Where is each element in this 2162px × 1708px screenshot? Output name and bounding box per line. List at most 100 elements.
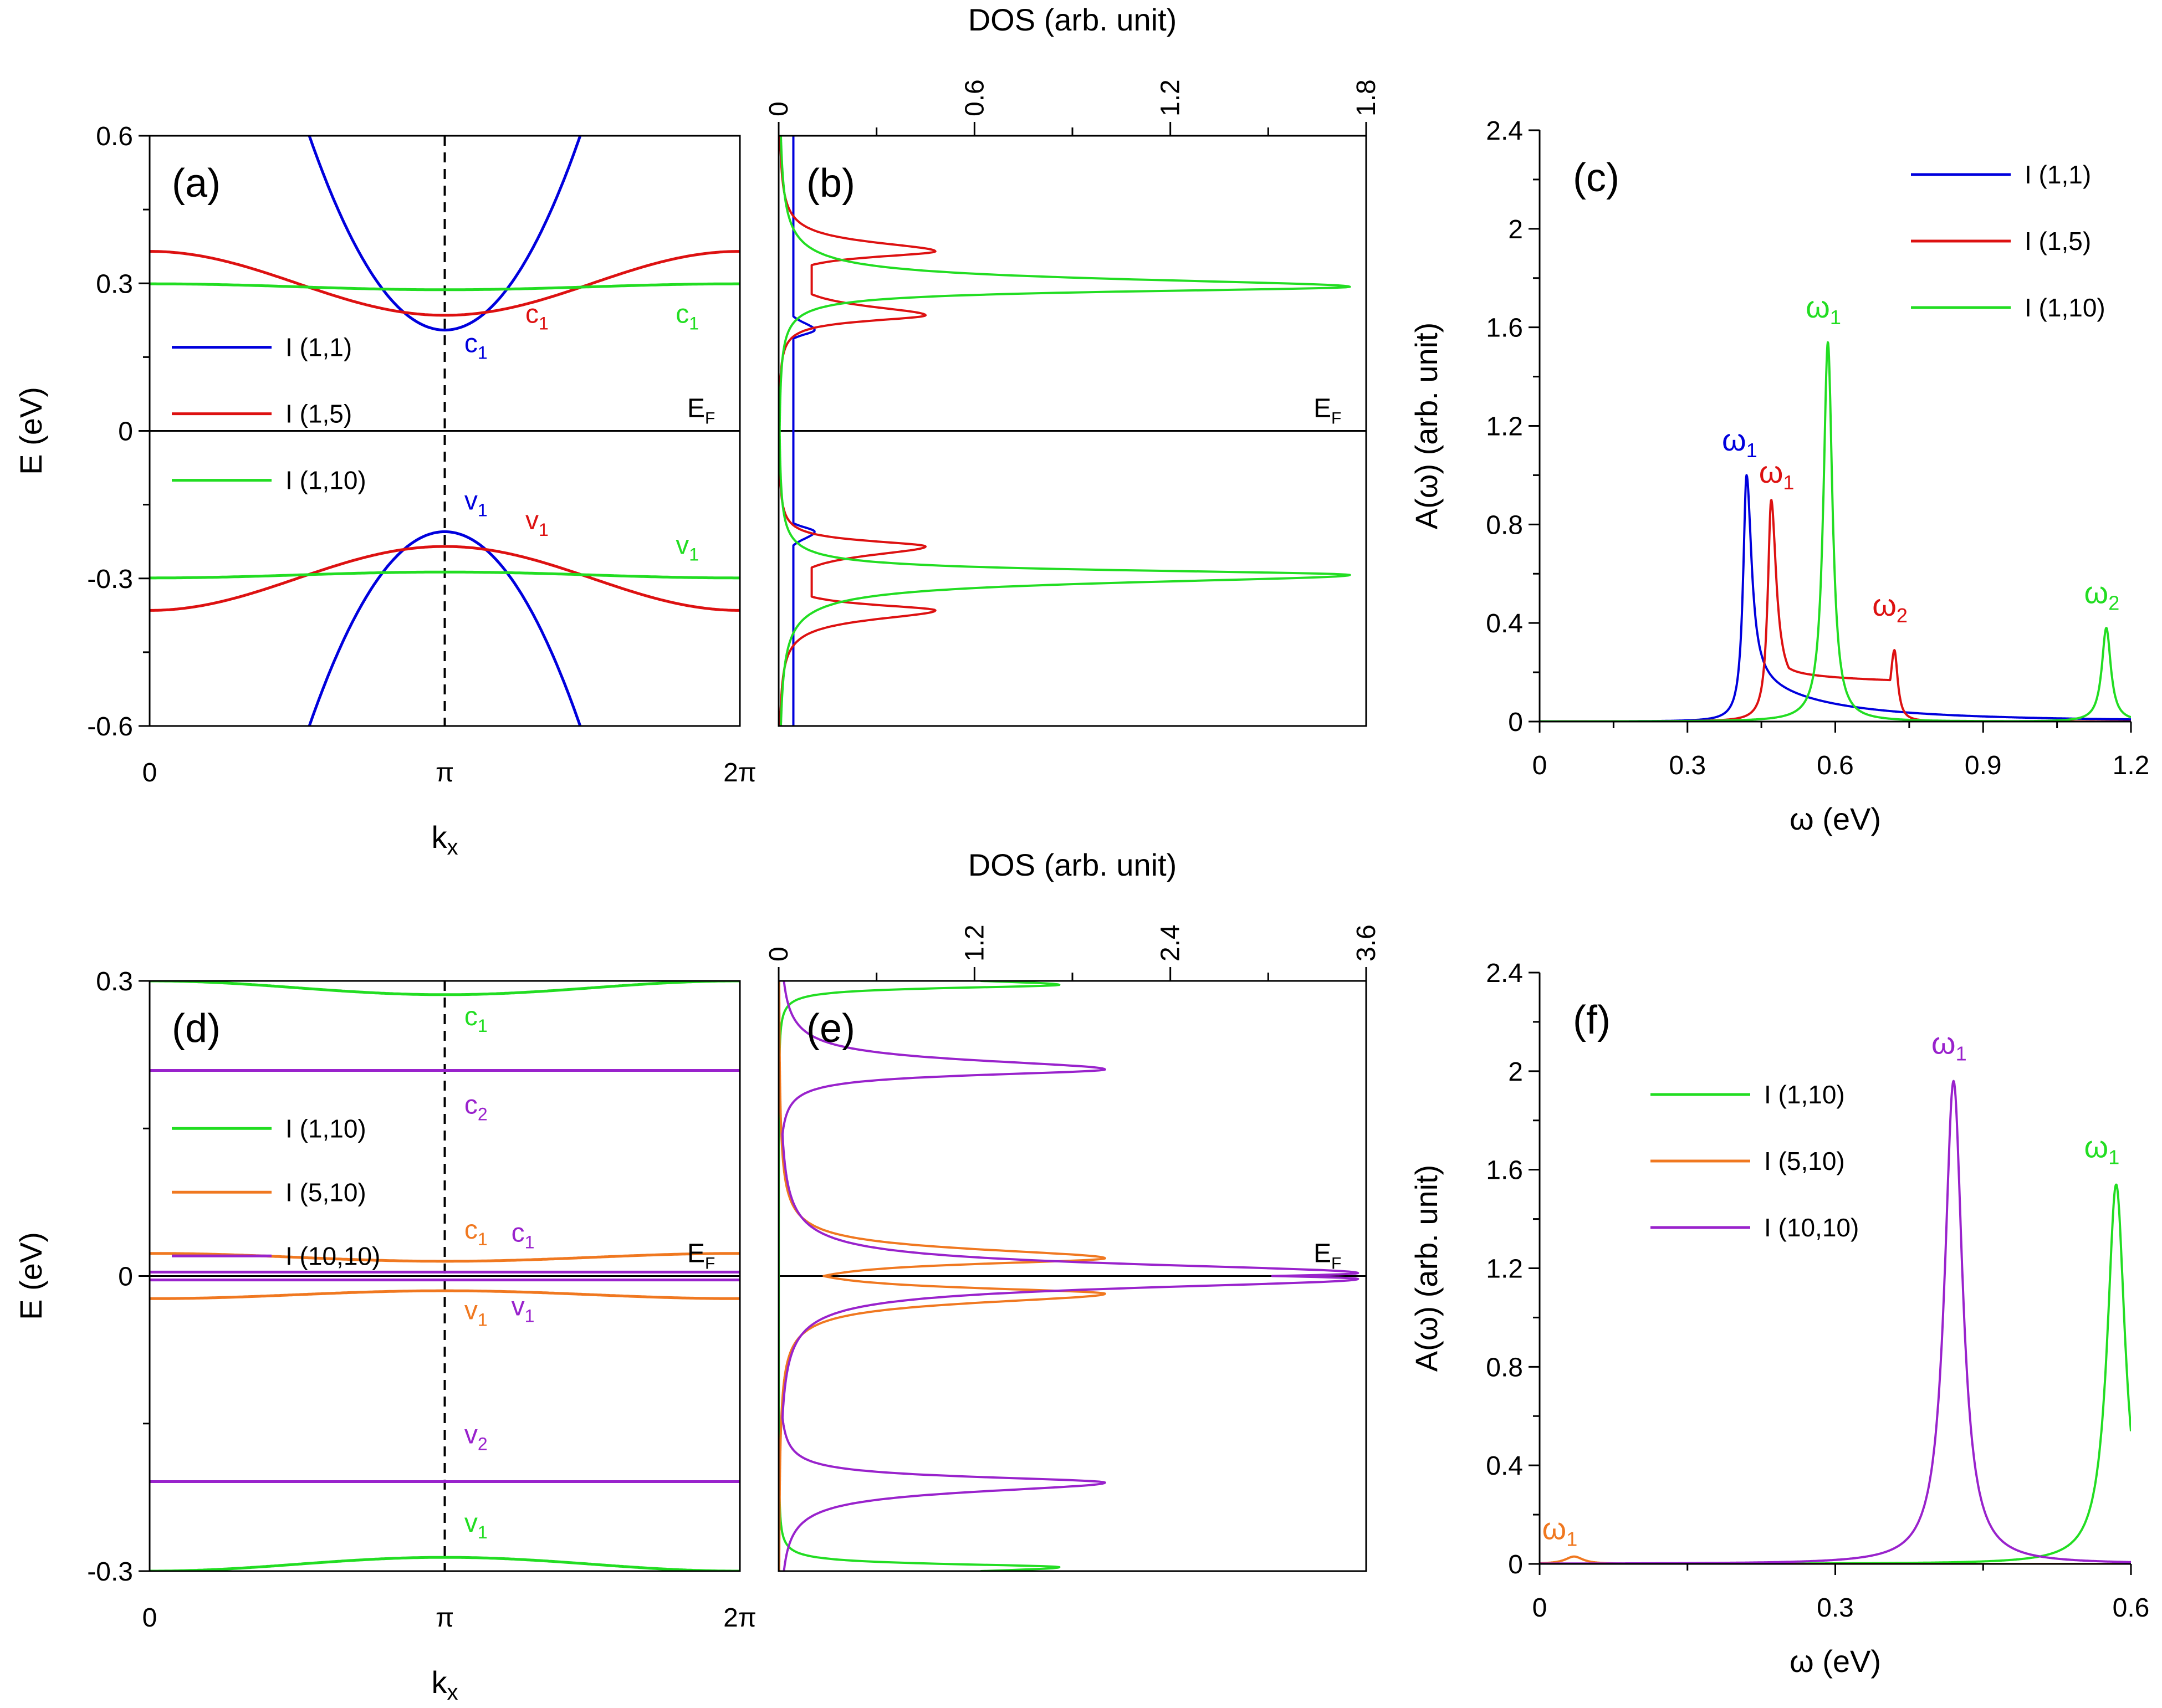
legend-label: I (1,5) xyxy=(285,400,352,428)
y-tick-label: 0.4 xyxy=(1486,609,1523,638)
y-axis-title: A(ω) (arb. unit) xyxy=(1409,1165,1444,1372)
plot-area xyxy=(779,981,1366,1571)
panel-a: 0.6 0.3 0 -0.3 -0.6 0 π 2π kx E (eV) (a) EF c1 c1 c1 v1… xyxy=(13,122,757,860)
y-tick-label: 1.2 xyxy=(1486,412,1523,442)
panel-label: (c) xyxy=(1573,156,1619,200)
x-axis-title: DOS (arb. unit) xyxy=(968,847,1177,882)
peak-annotation: ω1 xyxy=(1542,1511,1577,1551)
y-axis-title: E (eV) xyxy=(13,387,48,475)
x-axis-title: kx xyxy=(432,820,458,860)
panel-label: (a) xyxy=(172,161,221,206)
x-tick-label: 1.2 xyxy=(1156,79,1185,116)
x-tick-label: 0 xyxy=(764,947,794,962)
y-tick-label: 0.3 xyxy=(96,269,133,299)
x-tick-label: 0.6 xyxy=(1817,751,1854,780)
x-tick-label: 0.6 xyxy=(2113,1593,2150,1623)
y-tick-label: 2 xyxy=(1508,1057,1523,1087)
x-tick-label: 1.8 xyxy=(1352,79,1381,116)
y-tick-label: -0.6 xyxy=(87,712,133,742)
band-annotation: c1 xyxy=(464,329,488,363)
x-tick-label: 0 xyxy=(764,101,794,116)
legend-label: I (1,1) xyxy=(285,333,352,362)
plot-area xyxy=(1540,341,2131,722)
panel-label: (e) xyxy=(806,1006,855,1051)
y-tick-label: 0.8 xyxy=(1486,510,1523,540)
band-annotation: v1 xyxy=(464,487,488,520)
legend-label: I (10,10) xyxy=(1764,1213,1859,1242)
y-axis-title: E (eV) xyxy=(13,1232,48,1320)
peak-annotation: ω2 xyxy=(2084,575,2120,615)
band-annotation: c1 xyxy=(676,299,699,333)
legend-label: I (5,10) xyxy=(1764,1147,1845,1175)
peak-annotation: ω1 xyxy=(1806,289,1841,329)
legend-label: I (10,10) xyxy=(285,1241,380,1270)
y-tick-label: 0 xyxy=(118,1262,133,1292)
band-annotation: c1 xyxy=(525,299,549,333)
peak-annotation: ω1 xyxy=(1759,454,1795,494)
legend-label: I (5,10) xyxy=(285,1178,366,1206)
panel-d: 0.3 0 -0.3 0 π 2π kx E (eV) (d) EF c1 c2 c1 c1 v1 v1 v2 v… xyxy=(13,967,757,1705)
band-annotation: c1 xyxy=(464,1002,488,1036)
y-tick-label: 0 xyxy=(1508,708,1523,737)
band-line xyxy=(308,530,582,726)
x-tick-label: 0.6 xyxy=(960,79,989,116)
panel-e: 0 1.2 2.4 3.6 DOS (arb. unit) (e) EF xyxy=(764,847,1381,1572)
band-annotation: c1 xyxy=(512,1218,535,1252)
band-annotation: c2 xyxy=(464,1091,488,1124)
y-tick-label: 2.4 xyxy=(1486,959,1523,988)
x-tick-label: 0.3 xyxy=(1817,1593,1854,1623)
panel-c: 0 0.4 0.8 1.2 1.6 2 2.4 0 0.3 0.6 0.9 1.2 ω (eV) A(ω)… xyxy=(1409,116,2149,836)
y-tick-label: 0.8 xyxy=(1486,1353,1523,1382)
plot-area xyxy=(779,136,1366,726)
legend-label: I (1,10) xyxy=(285,1114,366,1143)
band-line xyxy=(308,136,582,332)
x-tick-label: 2π xyxy=(723,1603,757,1633)
band-annotation: v2 xyxy=(464,1420,488,1454)
peak-annotation: ω1 xyxy=(1722,422,1757,462)
band-line xyxy=(150,570,740,580)
x-tick-label: 0 xyxy=(142,1603,157,1633)
legend-label: I (1,1) xyxy=(2025,160,2091,189)
x-tick-label: 1.2 xyxy=(2113,751,2150,780)
legend-label: I (1,10) xyxy=(285,466,366,495)
y-axis-title: A(ω) (arb. unit) xyxy=(1409,323,1444,530)
x-tick-label: π xyxy=(436,758,454,787)
x-tick-label: 0 xyxy=(1532,1593,1547,1623)
dos-line xyxy=(781,981,1359,1571)
x-tick-label: 0.3 xyxy=(1669,751,1706,780)
band-line xyxy=(150,545,740,612)
dos-line xyxy=(779,981,1106,1571)
band-annotation: v1 xyxy=(464,1508,488,1542)
band-line xyxy=(150,1289,740,1300)
y-tick-label: -0.3 xyxy=(87,565,133,594)
y-tick-label: 0.4 xyxy=(1486,1451,1523,1481)
peak-annotation: ω1 xyxy=(2084,1129,2120,1168)
x-tick-label: 1.2 xyxy=(960,924,989,962)
band-annotation: v1 xyxy=(525,506,549,540)
x-tick-label: 0 xyxy=(1532,751,1547,780)
y-tick-label: 0.6 xyxy=(96,122,133,151)
band-line xyxy=(150,1556,740,1571)
legend-label: I (1,5) xyxy=(2025,227,2091,255)
y-tick-label: 1.6 xyxy=(1486,1156,1523,1185)
legend-label: I (1,10) xyxy=(2025,293,2105,322)
x-tick-label: 2π xyxy=(723,758,757,787)
x-tick-label: 3.6 xyxy=(1352,924,1381,962)
x-axis-title: DOS (arb. unit) xyxy=(968,2,1177,37)
fermi-label: EF xyxy=(687,1239,715,1273)
panel-f: 0 0.4 0.8 1.2 1.6 2 2.4 0 0.3 0.6 ω (eV) A(ω) (arb.… xyxy=(1409,959,2149,1679)
y-tick-label: 1.2 xyxy=(1486,1255,1523,1284)
dos-line xyxy=(792,136,816,726)
spectrum-line xyxy=(1540,341,2131,722)
band-annotation: v1 xyxy=(464,1296,488,1330)
band-line xyxy=(150,981,740,996)
x-axis-title: kx xyxy=(432,1665,458,1705)
legend-label: I (1,10) xyxy=(1764,1080,1845,1109)
panel-b: 0 0.6 1.2 1.8 DOS (arb. unit) (b) EF xyxy=(764,2,1381,727)
fermi-label: EF xyxy=(687,394,715,428)
band-line xyxy=(150,282,740,292)
y-tick-label: 0.3 xyxy=(96,967,133,996)
band-annotation: c1 xyxy=(464,1215,488,1249)
y-tick-label: 2 xyxy=(1508,215,1523,244)
x-tick-label: π xyxy=(436,1603,454,1633)
